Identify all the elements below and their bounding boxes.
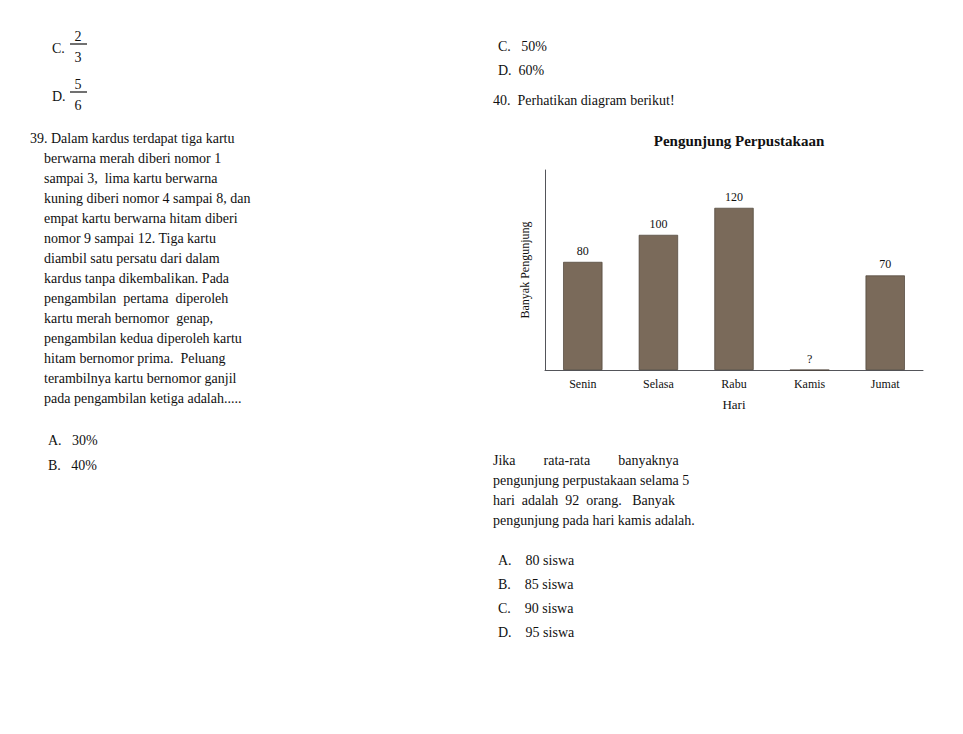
- svg-text:berwarna merah diberi nomor 1: berwarna merah diberi nomor 1: [30, 151, 221, 166]
- svg-text:Rabu: Rabu: [721, 377, 746, 391]
- svg-text:6: 6: [75, 98, 82, 113]
- svg-text:nomor 9 sampai 12. Tiga kartu: nomor 9 sampai 12. Tiga kartu: [30, 231, 216, 246]
- svg-text:pada pengambilan ketiga adalah: pada pengambilan ketiga adalah.....: [30, 391, 241, 406]
- svg-text:B. 40%: B. 40%: [48, 458, 97, 473]
- svg-text:D. 60%: D. 60%: [498, 63, 545, 78]
- svg-text:39. Dalam kardus terdapat tiga: 39. Dalam kardus terdapat tiga kartu: [30, 131, 234, 146]
- svg-text:kardus tanpa dikembalikan. Pad: kardus tanpa dikembalikan. Pada: [30, 271, 230, 286]
- svg-text:?: ?: [807, 352, 812, 366]
- svg-text:70: 70: [879, 257, 891, 271]
- svg-text:C. 50%: C. 50%: [498, 39, 547, 54]
- svg-text:pengunjung perpustakaan selama: pengunjung perpustakaan selama 5: [493, 473, 689, 488]
- svg-text:hari adalah 92 orang. Ban: hari adalah 92 orang. Banyak: [493, 493, 675, 508]
- svg-text:empat kartu berwarna hitam dib: empat kartu berwarna hitam diberi: [30, 211, 238, 226]
- svg-text:B. 85 siswa: B. 85 siswa: [498, 577, 574, 592]
- svg-text:40. Perhatikan diagram beriku: 40. Perhatikan diagram berikut!: [493, 93, 675, 108]
- svg-text:C. 90 siswa: C. 90 siswa: [498, 601, 574, 616]
- svg-text:D. 95 siswa: D. 95 siswa: [498, 625, 575, 640]
- svg-text:Senin: Senin: [569, 377, 596, 391]
- svg-text:Banyak Pengunjung: Banyak Pengunjung: [518, 222, 532, 319]
- svg-text:Hari: Hari: [722, 397, 745, 412]
- svg-text:sampai 3, lima kartu berwarna: sampai 3, lima kartu berwarna: [30, 171, 218, 186]
- svg-text:Pengunjung Perpustakaan: Pengunjung Perpustakaan: [654, 133, 825, 149]
- svg-text:hitam bernomor prima. Peluang: hitam bernomor prima. Peluang: [30, 351, 226, 366]
- svg-text:C.: C.: [52, 41, 65, 56]
- svg-text:kuning diberi nomor 4 sampai 8: kuning diberi nomor 4 sampai 8, dan: [30, 191, 250, 206]
- svg-text:2: 2: [75, 29, 82, 44]
- svg-text:120: 120: [725, 190, 743, 204]
- svg-text:Kamis: Kamis: [794, 377, 826, 391]
- svg-text:80: 80: [577, 244, 589, 258]
- svg-text:pengunjung pada hari kamis ada: pengunjung pada hari kamis adalah.: [493, 513, 695, 528]
- svg-text:A. 30%: A. 30%: [48, 433, 98, 448]
- svg-text:kartu merah bernomor genap,: kartu merah bernomor genap,: [30, 311, 213, 326]
- svg-text:pengambilan pertama diperole: pengambilan pertama diperoleh: [30, 291, 228, 306]
- svg-text:Selasa: Selasa: [643, 377, 674, 391]
- svg-text:Jumat: Jumat: [871, 377, 900, 391]
- svg-text:terambilnya kartu bernomor gan: terambilnya kartu bernomor ganjil: [30, 371, 237, 386]
- svg-text:100: 100: [649, 217, 667, 231]
- svg-text:Jika rata-rata b: Jika rata-rata banyaknya: [493, 453, 680, 468]
- svg-text:A. 80 siswa: A. 80 siswa: [498, 553, 575, 568]
- svg-text:5: 5: [75, 77, 82, 92]
- svg-text:3: 3: [75, 50, 82, 65]
- svg-text:D.: D.: [52, 89, 66, 104]
- svg-text:diambil satu persatu dari dala: diambil satu persatu dari dalam: [30, 251, 220, 266]
- svg-text:pengambilan kedua diperoleh ka: pengambilan kedua diperoleh kartu: [30, 331, 242, 346]
